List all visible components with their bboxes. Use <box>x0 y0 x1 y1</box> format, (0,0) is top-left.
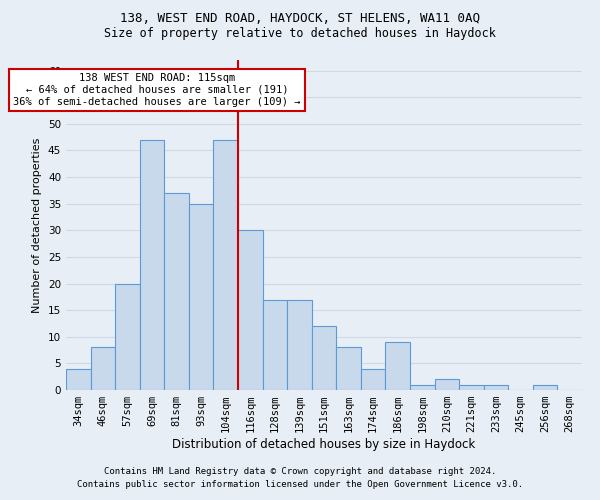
Text: Size of property relative to detached houses in Haydock: Size of property relative to detached ho… <box>104 28 496 40</box>
Bar <box>287 300 312 390</box>
Bar <box>115 284 140 390</box>
Bar <box>263 300 287 390</box>
Bar <box>140 140 164 390</box>
Bar <box>336 348 361 390</box>
Bar <box>410 384 434 390</box>
Bar <box>164 193 189 390</box>
Bar <box>361 368 385 390</box>
Bar <box>312 326 336 390</box>
Bar <box>91 348 115 390</box>
Y-axis label: Number of detached properties: Number of detached properties <box>32 138 43 312</box>
Bar <box>434 380 459 390</box>
Text: Contains public sector information licensed under the Open Government Licence v3: Contains public sector information licen… <box>77 480 523 489</box>
Bar <box>189 204 214 390</box>
Bar <box>484 384 508 390</box>
Bar <box>459 384 484 390</box>
Bar <box>385 342 410 390</box>
Bar <box>66 368 91 390</box>
Bar <box>238 230 263 390</box>
Text: Contains HM Land Registry data © Crown copyright and database right 2024.: Contains HM Land Registry data © Crown c… <box>104 467 496 476</box>
Text: 138, WEST END ROAD, HAYDOCK, ST HELENS, WA11 0AQ: 138, WEST END ROAD, HAYDOCK, ST HELENS, … <box>120 12 480 26</box>
Text: 138 WEST END ROAD: 115sqm
← 64% of detached houses are smaller (191)
36% of semi: 138 WEST END ROAD: 115sqm ← 64% of detac… <box>13 74 301 106</box>
Bar <box>533 384 557 390</box>
X-axis label: Distribution of detached houses by size in Haydock: Distribution of detached houses by size … <box>172 438 476 451</box>
Bar <box>214 140 238 390</box>
